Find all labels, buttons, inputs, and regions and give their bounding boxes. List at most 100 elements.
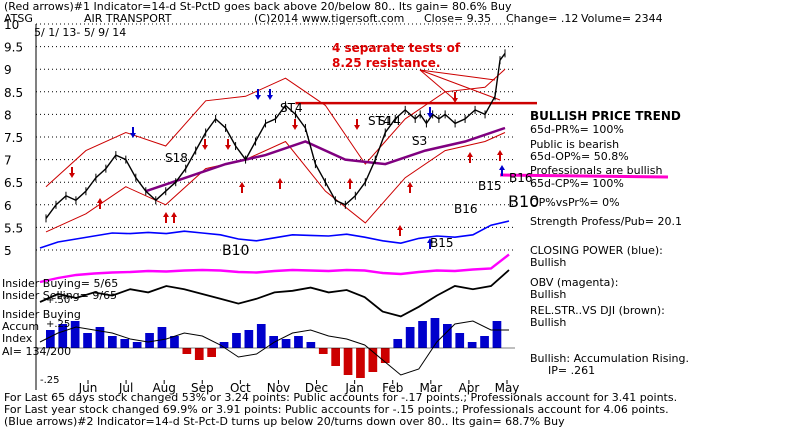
accum-bar: [219, 342, 229, 348]
accum-bar: [368, 348, 378, 372]
accum-bar: [455, 333, 465, 348]
buy-arrow: [347, 178, 353, 189]
accum-bar: [58, 324, 68, 348]
company: AIR TRANSPORT: [84, 12, 172, 25]
signal-label: S18: [165, 151, 188, 165]
annotation-resistance-2: 8.25 resistance.: [332, 56, 440, 70]
accum-bar: [443, 324, 452, 348]
accum-bar: [145, 333, 154, 348]
buy-arrow: [239, 182, 245, 193]
month-label: Dec: [305, 381, 328, 395]
accum-bar: [343, 348, 353, 375]
closing-power-line: [39, 220, 510, 249]
footer-line3: (Blue arrows)#2 Indicator=14-d St-Pct-D …: [4, 415, 565, 428]
op65: 65d-OP%= 50.8%: [530, 150, 629, 163]
buy-arrow: [407, 182, 413, 193]
signal-label: B16: [509, 171, 533, 185]
copyright: (C)2014 www.tigersoft.com: [254, 12, 404, 25]
buy-arrow: [97, 198, 103, 209]
accum-bar: [170, 336, 179, 348]
accum-bar: [281, 339, 291, 348]
sell-arrow: [292, 119, 298, 130]
ai-label: AI= 134/200: [2, 345, 71, 358]
accum-label: Accum: [2, 320, 39, 333]
band-layer: [45, 68, 537, 233]
accum-bar: [418, 321, 427, 348]
public-bearish: Public is bearish: [530, 138, 619, 151]
sell-arrow: [255, 89, 261, 100]
pros-bullish: Professionals are bullish: [530, 164, 662, 177]
month-label: Nov: [267, 381, 290, 395]
y-tick-label: 5: [4, 244, 12, 258]
accum-bar: [492, 321, 502, 348]
change: Change= .12: [506, 12, 578, 25]
buy-arrow: [497, 150, 503, 161]
accum-bar: [95, 327, 105, 348]
trend-title: BULLISH PRICE TREND: [530, 109, 681, 123]
accum-bar: [132, 342, 142, 348]
header-line1: (Red arrows)#1 Indicator=14-d St-PctD go…: [4, 0, 512, 13]
month-label: May: [495, 381, 520, 395]
series-lower-band: [45, 132, 506, 233]
y-tick-label: 5.5: [4, 221, 23, 235]
annotation-pointer: [419, 69, 456, 101]
y-tick-label: 6.5: [4, 176, 23, 190]
date-range: 5/ 1/ 13- 5/ 9/ 14: [34, 26, 126, 39]
month-label: Mar: [419, 381, 442, 395]
volume: Volume= 2344: [581, 12, 663, 25]
signal-label: S3: [412, 134, 427, 148]
accum-bar: [380, 348, 390, 363]
month-label: Jan: [344, 381, 364, 395]
y-tick-label: 7: [4, 154, 12, 168]
accum-bar: [393, 339, 403, 348]
relstr-line: [39, 269, 510, 318]
obv-line: [39, 253, 510, 284]
accum-bar: [306, 342, 316, 348]
buy-arrow: [397, 225, 403, 236]
y-tick-label: 8.5: [4, 86, 23, 100]
relstr-2: Bullish: [530, 316, 566, 329]
series-moving-average: [145, 126, 506, 193]
y-tick-label: 8: [4, 108, 12, 122]
sell-arrow: [267, 89, 273, 100]
signal-label: ST4: [280, 101, 303, 115]
month-label: Jul: [118, 381, 133, 395]
closing-power-1: CLOSING POWER (blue):: [530, 244, 663, 257]
signal-label: B10: [508, 192, 539, 211]
sell-arrow: [130, 127, 136, 138]
month-label: Feb: [382, 381, 403, 395]
y-tick-label: 6: [4, 199, 12, 213]
plus50: +.50: [46, 295, 70, 306]
indicator-layer: [36, 173, 669, 378]
minus25: -.25: [40, 375, 60, 386]
signal-label: B15: [478, 179, 502, 193]
buy-arrow: [163, 212, 169, 223]
accum-bar: [46, 330, 55, 348]
signal-label: S14: [378, 114, 401, 128]
series-upper-band: [45, 68, 506, 188]
y-tick-label: 7.5: [4, 131, 23, 145]
insider-buying2: Insider Buying: [2, 308, 81, 321]
buy-arrow: [427, 238, 433, 249]
annotation-resistance-1: 4 separate tests of: [332, 41, 461, 55]
annotation-pointer: [419, 69, 496, 81]
accum-bar: [430, 318, 440, 348]
month-label: Sep: [191, 381, 214, 395]
accum-bar: [480, 336, 489, 348]
obv-2: Bullish: [530, 288, 566, 301]
price-layer: [45, 49, 506, 223]
signal-label: B16: [454, 202, 478, 216]
buy-arrow: [171, 212, 177, 223]
y-tick-label: 9.5: [4, 41, 23, 55]
buy-arrow: [277, 178, 283, 189]
accum-bar: [244, 330, 254, 348]
accum-bar: [83, 333, 92, 348]
buy-arrow: [467, 152, 473, 163]
accum-bar: [157, 327, 167, 348]
accum-ma-line: [39, 320, 509, 376]
accum-bar: [70, 321, 80, 348]
accum-bar: [294, 336, 303, 348]
relstr-1: REL.STR..VS DJI (brown):: [530, 304, 665, 317]
